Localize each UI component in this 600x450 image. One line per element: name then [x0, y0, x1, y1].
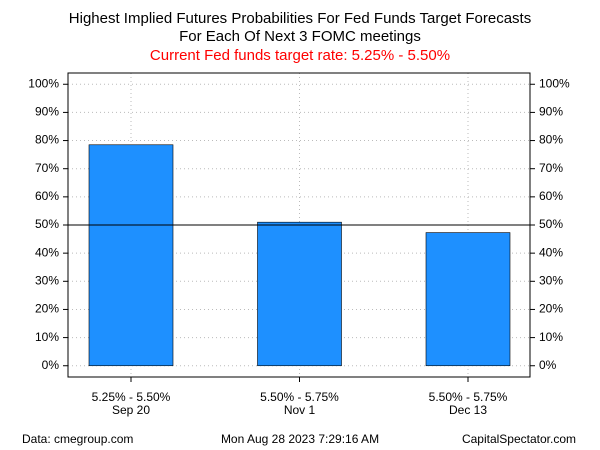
y2-tick-label: 50%	[539, 217, 563, 231]
y2-tick-label: 90%	[539, 105, 563, 119]
y-tick-label: 100%	[28, 76, 59, 90]
y2-tick-label: 80%	[539, 133, 563, 147]
y2-tick-label: 10%	[539, 330, 563, 344]
x-tick-label: 5.50% - 5.75%	[429, 390, 508, 404]
x-tick-label: Nov 1	[284, 403, 316, 417]
bar	[257, 221, 342, 367]
y-tick-label: 90%	[35, 105, 59, 119]
y-tick-label: 60%	[35, 189, 59, 203]
y2-tick-label: 70%	[539, 161, 563, 175]
x-tick-label: Dec 13	[449, 403, 487, 417]
y-tick-label: 20%	[35, 302, 59, 316]
chart-title: Highest Implied Futures Probabilities Fo…	[69, 10, 531, 27]
y-tick-label: 80%	[35, 133, 59, 147]
y2-tick-label: 20%	[539, 302, 563, 316]
x-tick-label: 5.25% - 5.50%	[92, 390, 171, 404]
bar	[88, 144, 174, 367]
y2-tick-label: 40%	[539, 245, 563, 259]
y-tick-label: 40%	[35, 245, 59, 259]
footer-center: Mon Aug 28 2023 7:29:16 AM	[221, 432, 379, 446]
x-tick-label: 5.50% - 5.75%	[260, 390, 339, 404]
y2-tick-label: 60%	[539, 189, 563, 203]
footer-right: CapitalSpectator.com	[462, 432, 576, 446]
y2-tick-label: 0%	[539, 358, 557, 372]
y2-tick-label: 30%	[539, 273, 563, 287]
y-tick-label: 0%	[42, 358, 60, 372]
y-tick-label: 70%	[35, 161, 59, 175]
chart-note: Current Fed funds target rate: 5.25% - 5…	[150, 47, 450, 64]
y2-tick-label: 100%	[539, 76, 570, 90]
x-tick-label: Sep 20	[112, 403, 150, 417]
y-tick-label: 10%	[35, 330, 59, 344]
y-tick-label: 50%	[35, 217, 59, 231]
footer-left: Data: cmegroup.com	[22, 432, 133, 446]
y-tick-label: 30%	[35, 273, 59, 287]
bar	[425, 232, 511, 367]
plot-frame	[67, 72, 531, 378]
chart-subtitle: For Each Of Next 3 FOMC meetings	[179, 28, 421, 45]
